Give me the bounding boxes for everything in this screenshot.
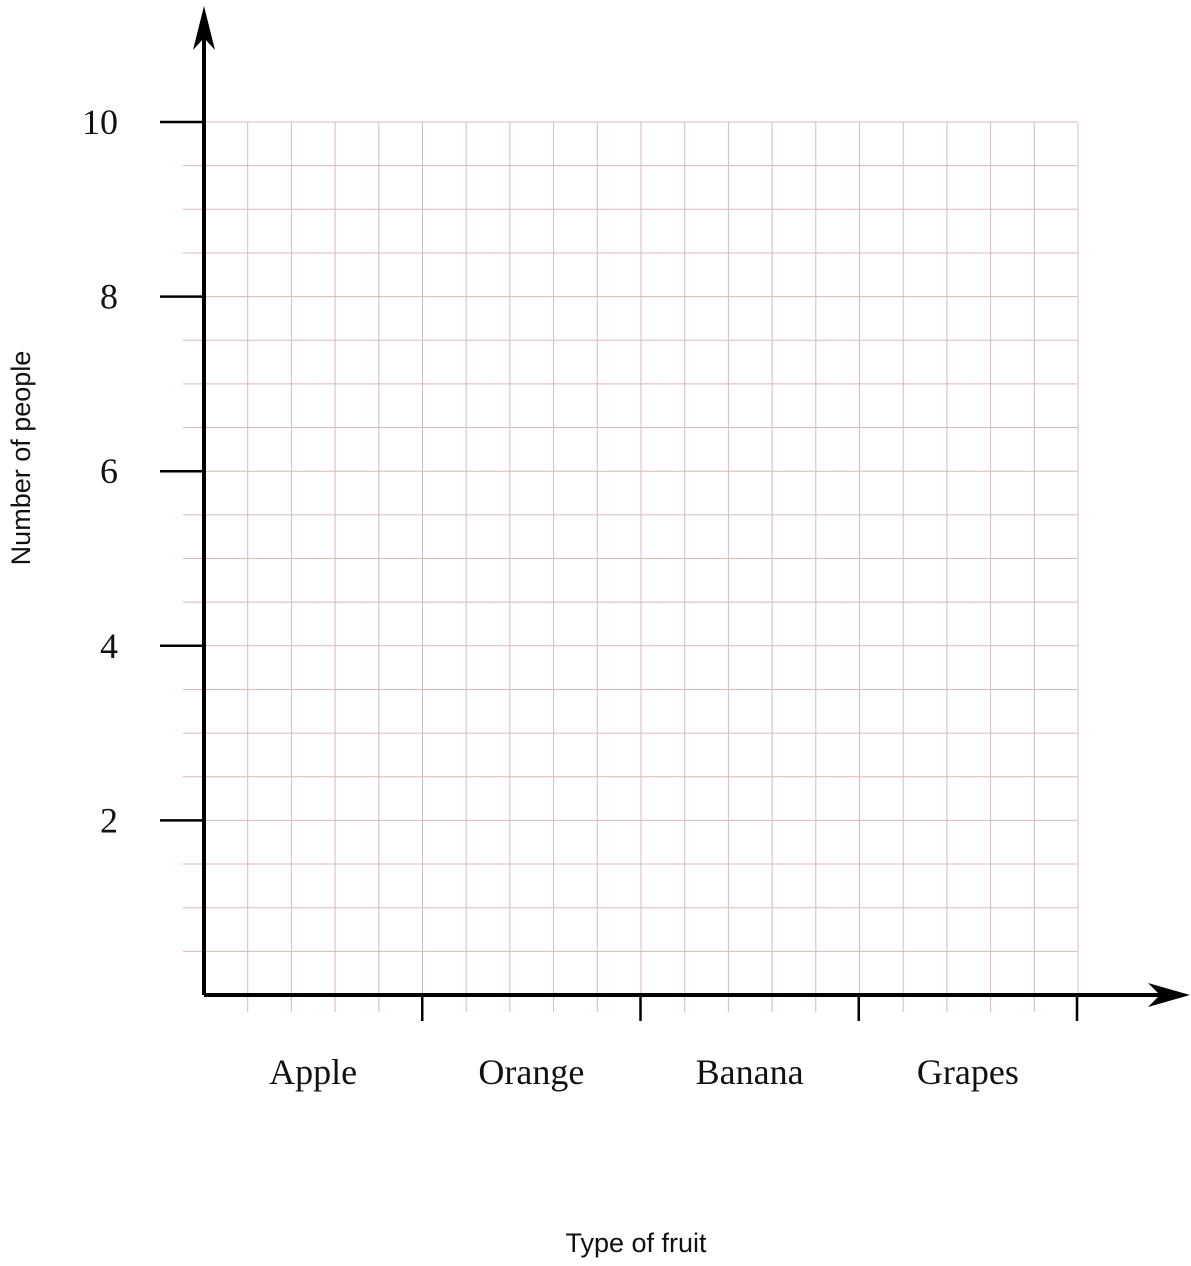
x-axis-ticks: Apple Orange Banana Grapes — [269, 995, 1079, 1092]
y-axis-ticks: 2 4 6 8 10 — [82, 102, 204, 840]
y-tick-label: 10 — [82, 102, 118, 142]
y-tick-label: 4 — [100, 626, 118, 666]
y-tick-label: 2 — [100, 800, 118, 840]
chart-axes — [193, 6, 1190, 1007]
x-category-label: Banana — [696, 1052, 804, 1092]
chart-grid — [183, 121, 1079, 1012]
x-axis-title: Type of fruit — [565, 1228, 707, 1258]
x-axis-arrow-icon — [1148, 983, 1190, 1007]
y-tick-label: 6 — [100, 451, 118, 491]
x-category-label: Grapes — [917, 1052, 1019, 1092]
y-axis-title: Number of people — [6, 351, 36, 566]
y-axis-arrow-icon — [193, 6, 215, 50]
y-tick-label: 8 — [100, 277, 118, 317]
x-category-label: Orange — [478, 1052, 584, 1092]
x-category-label: Apple — [269, 1052, 357, 1092]
